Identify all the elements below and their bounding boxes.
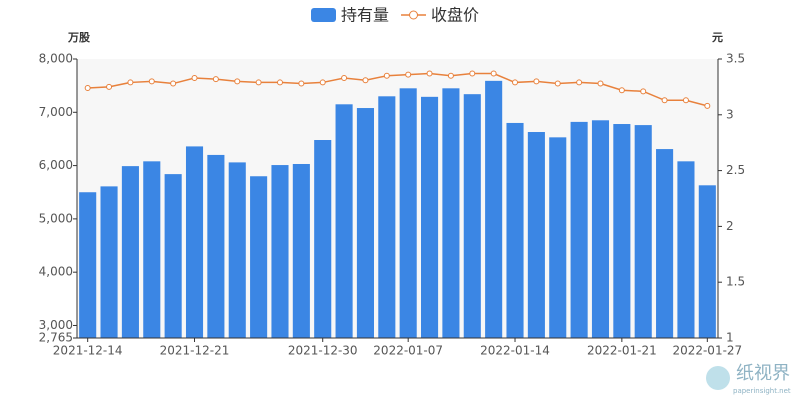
bar bbox=[335, 104, 353, 338]
line-point bbox=[148, 78, 155, 85]
line bbox=[87, 72, 708, 107]
y-tick-label: 6,000 bbox=[39, 158, 73, 172]
bar bbox=[228, 162, 246, 338]
bar bbox=[485, 80, 503, 338]
line-point bbox=[170, 80, 177, 87]
line-point bbox=[426, 70, 433, 77]
bar bbox=[570, 121, 588, 339]
x-tick-label: 2022-01-14 bbox=[480, 344, 550, 358]
legend-swatch bbox=[311, 8, 336, 22]
line-point bbox=[341, 74, 348, 81]
y2-axis-label: 元 bbox=[712, 31, 723, 44]
y-tick-label: 2,765 bbox=[39, 331, 73, 345]
watermark-title: 纸视界 bbox=[736, 363, 790, 384]
line-point bbox=[447, 72, 454, 79]
bar bbox=[506, 122, 524, 338]
bar bbox=[677, 161, 695, 338]
y-tick-label: 5,000 bbox=[39, 211, 73, 225]
x-tick-label: 2021-12-14 bbox=[53, 344, 123, 358]
line-point bbox=[255, 79, 262, 86]
watermark-url: paperinsight.net bbox=[733, 387, 791, 395]
bar bbox=[121, 166, 139, 338]
line-point bbox=[704, 102, 711, 109]
y-tick-label: 7,000 bbox=[39, 105, 73, 119]
bar bbox=[356, 108, 374, 338]
x-tick-label: 2021-12-30 bbox=[288, 344, 358, 358]
line-point bbox=[682, 97, 689, 104]
watermark: 纸视界 paperinsight.net bbox=[706, 363, 791, 395]
bar bbox=[143, 161, 161, 338]
bar bbox=[549, 137, 567, 338]
y-axis-label: 万股 bbox=[67, 31, 91, 44]
bar bbox=[271, 165, 289, 338]
line-point bbox=[533, 78, 540, 85]
line-point bbox=[469, 70, 476, 77]
line-point bbox=[298, 80, 305, 87]
line-point bbox=[405, 71, 412, 78]
line-point bbox=[383, 72, 390, 79]
line-point bbox=[597, 80, 604, 87]
line-point bbox=[618, 87, 625, 94]
bar bbox=[378, 96, 396, 339]
x-tick-label: 2022-01-27 bbox=[672, 344, 742, 358]
watermark-icon bbox=[706, 366, 730, 390]
line-point bbox=[576, 79, 583, 86]
plot-background bbox=[77, 59, 718, 338]
line-point bbox=[640, 88, 647, 95]
y2-tick-label: 1.5 bbox=[726, 275, 745, 289]
bar bbox=[399, 88, 417, 339]
bar bbox=[591, 120, 610, 338]
line-point bbox=[106, 83, 113, 90]
bar bbox=[79, 192, 97, 338]
y-tick-label: 8,000 bbox=[39, 52, 73, 66]
bar bbox=[185, 146, 204, 338]
bar bbox=[527, 132, 545, 338]
line-point bbox=[319, 79, 326, 86]
y2-tick-label: 2.5 bbox=[726, 163, 745, 177]
legend-label: 收盘价 bbox=[431, 6, 479, 25]
x-tick-label: 2022-01-07 bbox=[373, 344, 443, 358]
line-point bbox=[127, 79, 134, 86]
bar bbox=[634, 125, 652, 338]
bar bbox=[656, 149, 674, 338]
line-point bbox=[234, 78, 241, 85]
bar bbox=[463, 94, 481, 339]
x-tick-label: 2022-01-21 bbox=[587, 344, 657, 358]
y2-tick-label: 2 bbox=[726, 219, 734, 233]
y2-tick-label: 3.5 bbox=[726, 52, 745, 66]
bar bbox=[314, 140, 332, 338]
x-tick-label: 2021-12-21 bbox=[160, 344, 230, 358]
line-point bbox=[661, 97, 668, 104]
bar bbox=[613, 124, 631, 339]
line-point bbox=[512, 79, 519, 86]
line-point bbox=[362, 77, 369, 84]
y-tick-label: 3,000 bbox=[39, 318, 73, 332]
y-tick-label: 4,000 bbox=[39, 265, 73, 279]
legend-swatch bbox=[409, 10, 419, 20]
line-point bbox=[490, 70, 497, 77]
bar bbox=[698, 185, 716, 338]
y2-tick-label: 1 bbox=[726, 331, 734, 345]
bar bbox=[100, 186, 118, 338]
bar bbox=[421, 96, 439, 338]
y2-tick-label: 3 bbox=[726, 107, 734, 121]
legend-label: 持有量 bbox=[341, 6, 389, 25]
line-point bbox=[191, 74, 198, 81]
bar bbox=[292, 163, 310, 338]
line-point bbox=[84, 85, 91, 92]
bar bbox=[442, 88, 460, 339]
line-point bbox=[212, 76, 219, 83]
bar bbox=[164, 174, 182, 338]
line-point bbox=[554, 80, 561, 87]
bar bbox=[207, 154, 225, 338]
bar bbox=[250, 176, 268, 338]
line-point bbox=[276, 79, 283, 86]
